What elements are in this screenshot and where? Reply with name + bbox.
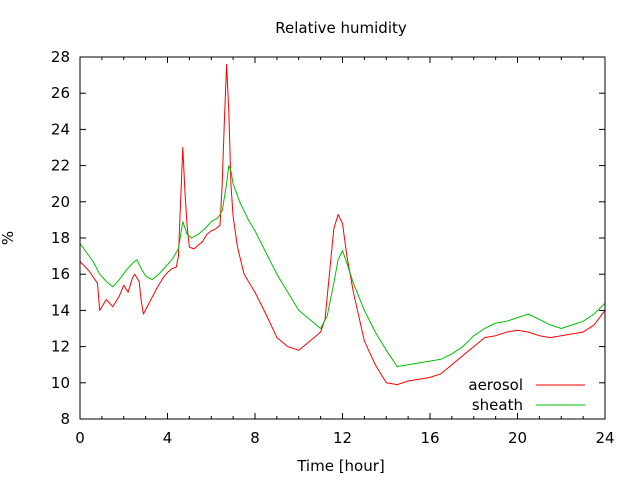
y-tick-label: 26 xyxy=(51,84,70,102)
y-tick-label: 10 xyxy=(51,374,70,392)
legend: aerosol sheath xyxy=(468,376,585,414)
series-layer xyxy=(79,63,606,386)
y-tick-label: 18 xyxy=(51,229,70,247)
y-tick-label: 14 xyxy=(51,301,70,319)
axes-layer: 0 4 8 12 16 20 24 8 10 12 14 16 18 20 22 24 26 28 xyxy=(51,48,615,447)
x-tick-label: 4 xyxy=(163,429,173,447)
x-tick-label: 16 xyxy=(420,429,439,447)
legend-label-sheath: sheath xyxy=(472,396,523,414)
y-tick-label: 28 xyxy=(51,48,70,66)
legend-label-aerosol: aerosol xyxy=(468,376,523,394)
plot-frame xyxy=(79,56,606,420)
series-line-sheath xyxy=(79,165,606,367)
y-tick-label: 12 xyxy=(51,338,70,356)
y-tick-label: 22 xyxy=(51,157,70,175)
x-tick-label: 20 xyxy=(508,429,527,447)
y-tick-label: 8 xyxy=(60,410,70,428)
chart-title: Relative humidity xyxy=(275,19,407,37)
x-axis-label: Time [hour] xyxy=(296,457,385,475)
x-tick-label: 8 xyxy=(250,429,260,447)
x-tick-label: 0 xyxy=(75,429,85,447)
x-tick-label: 24 xyxy=(595,429,614,447)
y-tick-label: 24 xyxy=(51,120,70,138)
y-tick-label: 20 xyxy=(51,193,70,211)
series-line-aerosol xyxy=(79,63,606,386)
y-tick-label: 16 xyxy=(51,265,70,283)
y-axis-label: % xyxy=(0,231,17,245)
x-tick-label: 12 xyxy=(333,429,352,447)
plot-area xyxy=(79,63,606,386)
